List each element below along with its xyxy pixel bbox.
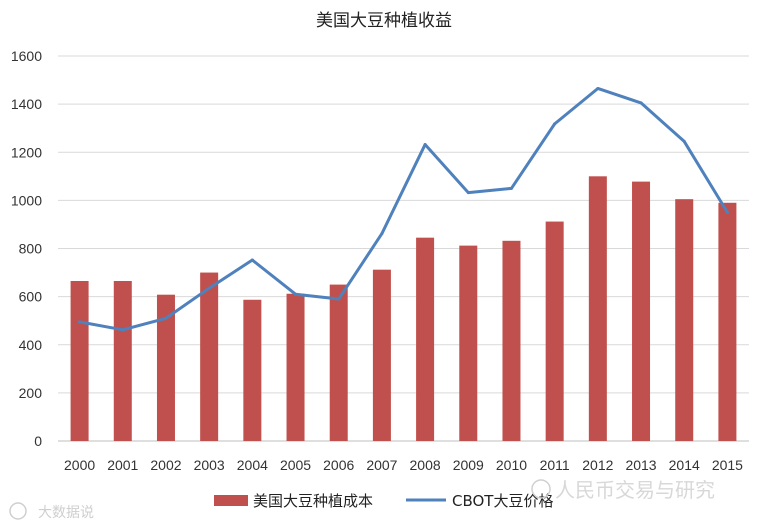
watermark-left: 大数据说 xyxy=(9,502,94,521)
y-tick-label: 1400 xyxy=(11,96,42,112)
bar-cost-2012 xyxy=(588,176,607,441)
y-tick-label: 400 xyxy=(19,337,43,353)
line-point-2015 xyxy=(725,210,729,214)
x-tick-label: 2003 xyxy=(194,457,225,473)
line-point-2004 xyxy=(250,258,254,262)
line-point-2011 xyxy=(553,122,557,126)
x-tick-label: 2013 xyxy=(625,457,656,473)
x-tick-label: 2010 xyxy=(496,457,527,473)
x-tick-label: 2007 xyxy=(366,457,397,473)
x-tick-label: 2002 xyxy=(150,457,181,473)
line-point-2007 xyxy=(380,232,384,236)
line-point-2010 xyxy=(509,186,513,190)
bar-cost-2015 xyxy=(718,202,737,441)
x-tick-label: 2000 xyxy=(64,457,95,473)
bar-cost-2011 xyxy=(545,221,564,441)
line-point-2005 xyxy=(294,292,298,296)
legend: 美国大豆种植成本 CBOT大豆价格 xyxy=(214,492,553,510)
line-point-2013 xyxy=(639,101,643,105)
bar-cost-2009 xyxy=(459,245,478,441)
chart-title: 美国大豆种植收益 xyxy=(316,11,452,31)
line-point-2008 xyxy=(423,143,427,147)
line-point-2003 xyxy=(207,286,211,290)
watermark-right: 人民币交易与研究 xyxy=(531,478,715,502)
bar-series xyxy=(70,176,737,441)
legend-label-price: CBOT大豆价格 xyxy=(452,492,553,510)
x-tick-label: 2004 xyxy=(237,457,268,473)
x-tick-label: 2011 xyxy=(540,457,570,473)
bar-cost-2005 xyxy=(286,293,305,441)
x-tick-label: 2001 xyxy=(107,457,138,473)
watermark-left-text: 大数据说 xyxy=(38,505,94,521)
watermark-right-icon xyxy=(531,479,551,499)
x-tick-label: 2008 xyxy=(410,457,441,473)
line-point-2012 xyxy=(596,86,600,90)
bar-cost-2010 xyxy=(502,240,521,441)
line-point-2006 xyxy=(337,297,341,301)
bar-cost-2003 xyxy=(200,272,219,441)
y-axis: 0 200 400 600 800 1000 1200 1400 1600 xyxy=(11,48,42,449)
x-tick-label: 2012 xyxy=(582,457,613,473)
x-tick-label: 2009 xyxy=(453,457,484,473)
watermark-right-text: 人民币交易与研究 xyxy=(555,478,715,502)
line-point-2000 xyxy=(78,320,82,324)
line-point-2009 xyxy=(466,191,470,195)
line-series xyxy=(78,86,729,332)
y-tick-label: 1600 xyxy=(11,48,42,64)
bar-cost-2006 xyxy=(329,284,348,441)
y-tick-label: 1000 xyxy=(11,192,42,208)
bar-cost-2004 xyxy=(243,299,262,441)
x-tick-label: 2005 xyxy=(280,457,311,473)
y-tick-label: 200 xyxy=(19,385,43,401)
x-axis: 2000 2001 2002 2003 2004 2005 2006 2007 2008 2009… xyxy=(64,457,743,473)
bar-cost-2014 xyxy=(675,199,694,441)
y-tick-label: 0 xyxy=(34,433,42,449)
bar-cost-2013 xyxy=(632,181,651,441)
legend-swatch-cost xyxy=(214,495,248,506)
bar-cost-2001 xyxy=(113,280,132,441)
bar-cost-2007 xyxy=(372,269,391,441)
bar-cost-2002 xyxy=(156,294,175,441)
line-point-2002 xyxy=(164,316,168,320)
line-point-2014 xyxy=(682,139,686,143)
bar-cost-2008 xyxy=(416,237,435,441)
line-point-2001 xyxy=(121,328,125,332)
y-tick-label: 800 xyxy=(19,241,43,257)
x-tick-label: 2014 xyxy=(669,457,700,473)
watermark-left-icon xyxy=(9,502,27,520)
bar-cost-2000 xyxy=(70,280,89,441)
x-tick-label: 2006 xyxy=(323,457,354,473)
y-tick-label: 600 xyxy=(19,289,43,305)
x-tick-label: 2015 xyxy=(712,457,743,473)
y-tick-label: 1200 xyxy=(11,144,42,160)
line-price xyxy=(78,86,729,332)
legend-label-cost: 美国大豆种植成本 xyxy=(253,492,373,510)
